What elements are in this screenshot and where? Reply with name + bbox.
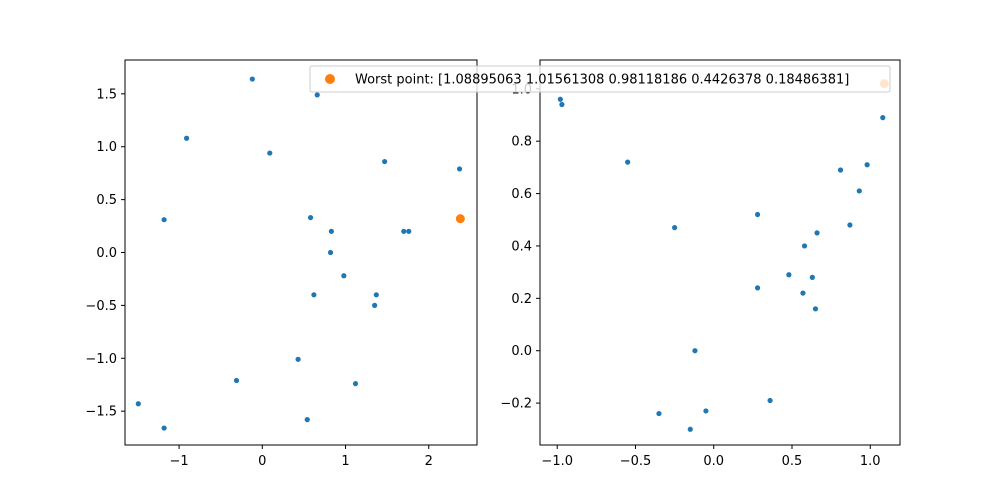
data-point xyxy=(401,228,407,234)
data-point xyxy=(183,135,190,141)
y-tick-label: 0.2 xyxy=(511,292,532,307)
legend-box xyxy=(309,65,891,93)
data-point xyxy=(837,167,844,173)
right-scatter-panel: −1.0−0.50.00.51.0−0.20.00.20.40.60.81.0 xyxy=(500,59,901,469)
x-tick-label: 1.0 xyxy=(860,454,881,469)
data-point xyxy=(328,228,334,234)
data-point xyxy=(341,273,347,279)
data-point xyxy=(800,290,806,296)
y-tick-label: −1.0 xyxy=(85,352,117,367)
data-point xyxy=(754,285,761,291)
worst-point-marker xyxy=(455,214,465,224)
data-point xyxy=(311,292,317,298)
data-point xyxy=(809,274,815,280)
x-tick-label: 1 xyxy=(341,454,349,469)
data-point xyxy=(847,222,853,228)
data-point xyxy=(372,302,378,308)
data-point xyxy=(557,96,563,102)
data-point xyxy=(352,381,359,387)
data-point xyxy=(267,150,273,156)
data-point xyxy=(801,243,808,249)
x-tick-label: 2 xyxy=(425,454,433,469)
y-tick-label: 1.0 xyxy=(96,140,117,155)
y-tick-label: −0.2 xyxy=(500,397,532,412)
y-tick-label: 0.8 xyxy=(511,135,532,150)
legend-label: Worst point: [1.08895063 1.01561308 0.98… xyxy=(355,73,849,88)
data-point xyxy=(687,426,693,432)
data-point xyxy=(812,306,819,312)
data-point xyxy=(814,230,820,236)
x-tick-label: −0.5 xyxy=(620,454,652,469)
data-point xyxy=(672,225,678,231)
y-tick-label: −0.5 xyxy=(85,299,117,314)
data-point xyxy=(559,101,565,108)
data-point xyxy=(754,211,761,218)
data-point xyxy=(864,162,870,168)
data-point xyxy=(304,417,310,423)
data-point xyxy=(456,166,463,172)
data-point xyxy=(307,214,314,221)
y-tick-label: 0.0 xyxy=(96,246,117,261)
y-tick-label: 0.0 xyxy=(511,344,532,359)
axes-frame xyxy=(539,59,901,446)
data-point xyxy=(314,92,320,98)
x-tick-label: −1.0 xyxy=(541,454,573,469)
legend-marker xyxy=(325,74,335,84)
data-point xyxy=(880,115,886,121)
x-tick-label: 0 xyxy=(258,454,266,469)
data-point xyxy=(856,188,862,194)
data-point xyxy=(161,217,167,223)
data-point xyxy=(625,159,631,165)
data-point xyxy=(692,348,698,354)
data-point xyxy=(135,401,141,407)
y-tick-label: 0.5 xyxy=(96,193,117,208)
y-tick-label: 1.5 xyxy=(96,87,117,102)
data-point xyxy=(656,410,662,417)
data-point xyxy=(786,272,792,278)
data-point xyxy=(703,408,709,414)
data-point xyxy=(327,249,334,256)
y-tick-label: 0.6 xyxy=(511,187,532,202)
left-scatter-panel: −1 0 1 2 −1.5 −1.0 −0.5 0.0 0.5 1.0 1.5 xyxy=(85,59,478,469)
data-point xyxy=(233,377,240,384)
x-tick-label: −1 xyxy=(170,454,189,469)
y-tick-label: 0.4 xyxy=(511,239,532,254)
legend: Worst point: [1.08895063 1.01561308 0.98… xyxy=(309,65,891,93)
x-tick-label: 0.0 xyxy=(703,454,724,469)
x-tick-label: 0.5 xyxy=(782,454,803,469)
data-point xyxy=(373,292,379,298)
data-point xyxy=(295,356,301,362)
data-point xyxy=(382,158,388,165)
y-tick-label: −1.5 xyxy=(85,405,117,420)
data-point xyxy=(161,425,167,431)
data-point xyxy=(406,228,412,234)
data-point xyxy=(767,397,773,404)
data-point xyxy=(249,76,255,82)
